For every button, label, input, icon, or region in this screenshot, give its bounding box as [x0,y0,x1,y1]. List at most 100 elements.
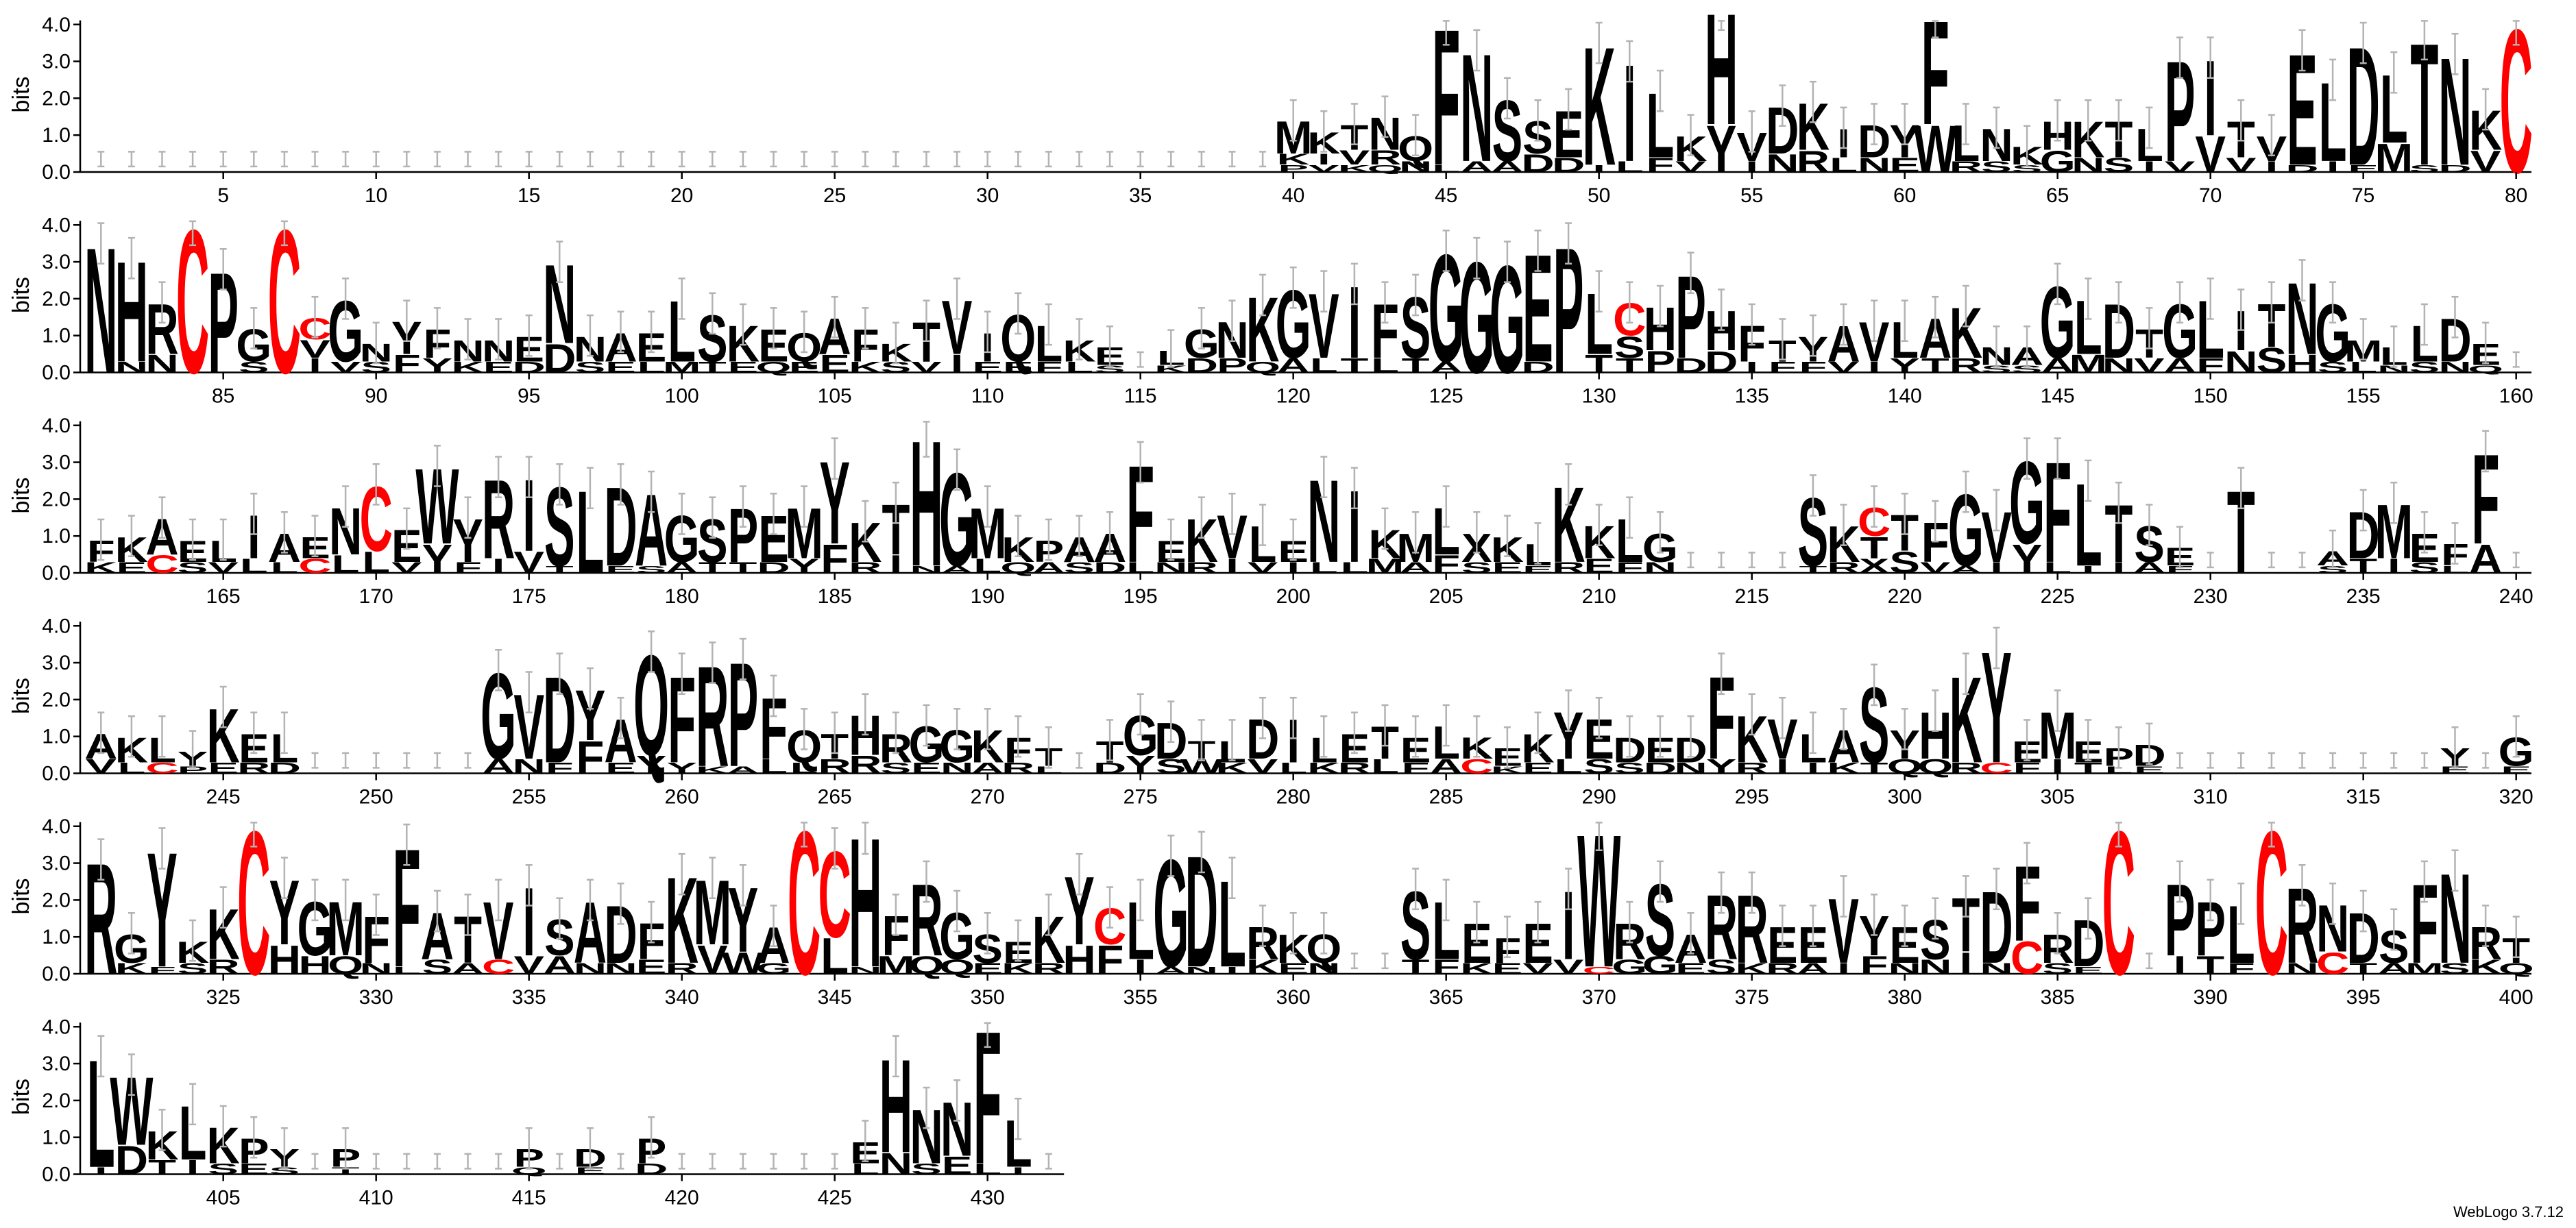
error-bar [923,860,930,903]
error-bar [2207,36,2214,79]
logo-letter: P [1278,163,1309,175]
error-bar [1381,95,1389,138]
x-tick-label: 170 [359,585,393,608]
error-bar [97,518,105,561]
error-bar [1962,103,1969,145]
logo-letter: I [2326,158,2340,175]
error-bar [1871,299,1878,343]
error-bar [1412,273,1420,317]
error-bar [2329,58,2337,101]
error-bar [1137,151,1144,168]
error-bar [1259,151,1267,168]
error-bar [1167,700,1175,744]
x-tick-label: 130 [1582,385,1616,408]
error-bar [1901,103,1908,145]
error-bar [1442,230,1450,272]
logo-letter: T [1616,354,1644,376]
x-tick-label: 70 [2199,184,2222,207]
logo-letter: N [1154,559,1187,576]
error-bar [372,894,380,936]
error-bar [1137,693,1144,736]
error-bar [97,711,105,754]
error-bar [342,752,350,769]
logo-letter: L [1432,163,1460,175]
y-tick-label: 3.0 [42,652,71,674]
logo-letter: Y [422,354,453,376]
logo-letter: L [1371,354,1399,376]
logo-letter: S [2012,363,2043,375]
error-bar [2024,437,2031,480]
error-bar [495,456,502,498]
logo-letter: I [1348,265,1361,380]
logo-letter: V [2134,354,2165,376]
error-bar [1993,106,2000,149]
error-bar [1350,103,1358,145]
logo-letter: P [178,764,208,776]
logo-letter: Q [328,951,363,979]
logo-letter: K [115,960,148,977]
error-bar [1259,696,1267,739]
logo-letter: N [574,960,607,977]
logo-letter: C [145,759,178,776]
x-tick-label: 80 [2505,184,2527,207]
x-tick-label: 220 [1888,585,1922,608]
y-tick-label: 0.0 [42,763,71,785]
logo-letter: E [2440,764,2470,776]
error-bar [678,652,685,696]
logo-letter: L [1310,559,1338,576]
x-tick-label: 225 [2041,585,2075,608]
y-tick-label: 1.0 [42,525,71,548]
x-tick-label: 340 [665,986,699,1009]
error-bar [1076,852,1083,896]
error-bar [1198,307,1205,349]
error-bar [2085,459,2092,502]
logo-letter: E [789,358,820,376]
logo-letter: S [1095,363,1126,375]
logo-letter: F [393,349,421,378]
error-bar [556,1153,563,1170]
logo-letter: A [1460,158,1493,175]
error-bar [1106,511,1114,554]
error-bar [709,151,716,168]
error-bar [1442,704,1450,747]
logo-letter: V [330,358,361,376]
error-bar [1473,29,1481,72]
error-bar [1809,474,1816,517]
logo-letter: L [790,759,818,776]
logo-letter: G [755,960,791,977]
error-bar [1595,270,1603,312]
error-bar [1167,329,1175,368]
y-tick-label: 2.0 [42,889,71,911]
logo-letter: I [1623,36,1636,191]
error-bar [1871,103,1878,145]
error-bar [984,485,991,528]
logo-letter: E [728,358,759,376]
error-bar [97,151,105,168]
error-bar [2268,752,2275,769]
x-tick-label: 305 [2041,786,2075,809]
logo-letter: Y [422,537,453,582]
error-bar [2268,281,2275,324]
logo-letter: N [1674,759,1707,776]
logo-letter: R [1949,158,1982,175]
x-tick-label: 365 [1429,986,1463,1009]
error-bar [2512,552,2520,569]
error-bar [617,1153,624,1170]
error-bar [2237,99,2245,142]
error-bar [1045,303,1052,346]
x-tick-label: 75 [2352,184,2374,207]
error-bar [280,220,288,247]
error-bar [2390,752,2398,769]
logo-letter: N [2102,354,2135,376]
x-tick-label: 110 [971,385,1004,408]
error-bar [1014,515,1022,558]
y-tick-label: 4.0 [42,14,71,36]
logo-letter: L [1034,764,1062,776]
error-bar [1779,318,1786,360]
error-bar [1503,77,1511,120]
error-bar [739,864,746,907]
y-tick-label: 0.0 [42,362,71,384]
error-bar [953,151,961,168]
logo-letter: D [2285,163,2318,175]
error-bar [648,630,655,673]
